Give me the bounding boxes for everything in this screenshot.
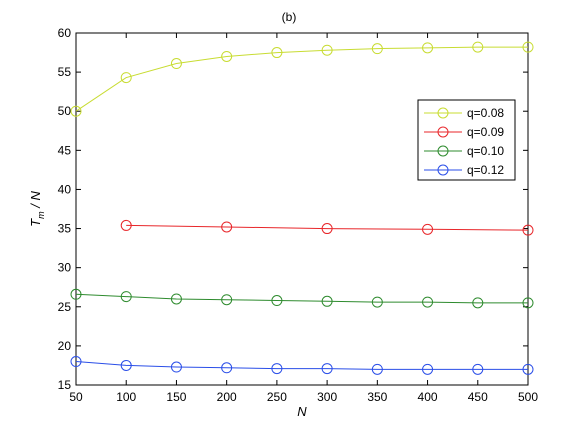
x-tick-label: 450	[468, 390, 488, 404]
data-point	[170, 293, 182, 305]
y-tick-label: 40	[58, 182, 72, 196]
data-point	[120, 219, 132, 231]
data-point	[221, 50, 233, 62]
x-tick-label: 50	[69, 390, 83, 404]
x-tick-label: 250	[267, 390, 287, 404]
x-axis-ticks: 50 100 150 200 250 300 350 400 450 500	[69, 33, 538, 404]
data-point	[221, 221, 233, 233]
data-point	[70, 356, 82, 368]
data-point	[120, 291, 132, 303]
plot-area	[75, 32, 529, 386]
data-point	[422, 363, 434, 375]
data-point	[70, 288, 82, 300]
data-point	[472, 363, 484, 375]
legend-label: q=0.10	[467, 144, 504, 158]
series-q=0.09	[120, 219, 534, 236]
data-point	[321, 223, 333, 235]
legend-marker	[437, 126, 449, 138]
y-tick-label: 15	[58, 378, 72, 392]
y-tick-label: 20	[58, 339, 72, 353]
legend-marker	[437, 107, 449, 119]
legend-marker	[437, 145, 449, 157]
data-point	[271, 363, 283, 375]
y-axis-title-main: T	[28, 218, 43, 227]
legend-label: q=0.08	[467, 106, 504, 120]
data-point	[271, 47, 283, 59]
data-point	[522, 363, 534, 375]
data-point	[170, 361, 182, 373]
y-tick-label: 60	[58, 26, 72, 40]
x-tick-label: 100	[116, 390, 136, 404]
data-point	[472, 297, 484, 309]
y-axis-ticks: 15 20 25 30 35 40 45 50 55 60	[58, 26, 528, 392]
data-point	[271, 295, 283, 307]
legend: q=0.08 q=0.09 q=0.10 q=0.12	[417, 99, 516, 181]
data-point	[422, 296, 434, 308]
data-point	[422, 42, 434, 54]
x-tick-label: 300	[317, 390, 337, 404]
x-tick-label: 500	[518, 390, 538, 404]
data-point	[120, 359, 132, 371]
data-point	[120, 72, 132, 84]
x-tick-label: 400	[418, 390, 438, 404]
data-point	[472, 41, 484, 53]
legend-label: q=0.12	[467, 163, 504, 177]
series-line	[75, 46, 528, 112]
series-q=0.08	[70, 41, 534, 117]
data-point	[522, 41, 534, 53]
y-tick-label: 50	[58, 104, 72, 118]
y-tick-label: 30	[58, 261, 72, 275]
series-q=0.12	[70, 356, 534, 375]
data-point	[371, 296, 383, 308]
data-point	[522, 297, 534, 309]
y-tick-label: 45	[58, 143, 72, 157]
data-point	[371, 363, 383, 375]
data-point	[321, 295, 333, 307]
data-point	[70, 105, 82, 117]
y-tick-label: 55	[58, 65, 72, 79]
data-point	[221, 362, 233, 374]
data-point	[371, 43, 383, 55]
series-q=0.10	[70, 288, 534, 309]
x-axis-title: N	[297, 404, 307, 419]
data-point	[221, 294, 233, 306]
data-point	[321, 44, 333, 56]
chart-title: (b)	[282, 10, 297, 24]
series-line	[75, 361, 528, 370]
legend-marker	[437, 164, 449, 176]
data-point	[321, 363, 333, 375]
y-axis-title-rest: / N	[28, 191, 43, 212]
data-point	[422, 223, 434, 235]
x-tick-label: 350	[367, 390, 387, 404]
y-axis-title: Tm / N	[28, 191, 46, 227]
x-tick-label: 150	[166, 390, 186, 404]
x-tick-label: 200	[217, 390, 237, 404]
data-point	[522, 224, 534, 236]
series-line	[126, 224, 529, 231]
legend-label: q=0.09	[467, 125, 504, 139]
series-line	[75, 293, 528, 304]
y-tick-label: 25	[58, 300, 72, 314]
series-layer	[70, 41, 534, 375]
data-point	[170, 58, 182, 70]
y-tick-label: 35	[58, 222, 72, 236]
y-axis-title-subscript: m	[36, 211, 46, 219]
